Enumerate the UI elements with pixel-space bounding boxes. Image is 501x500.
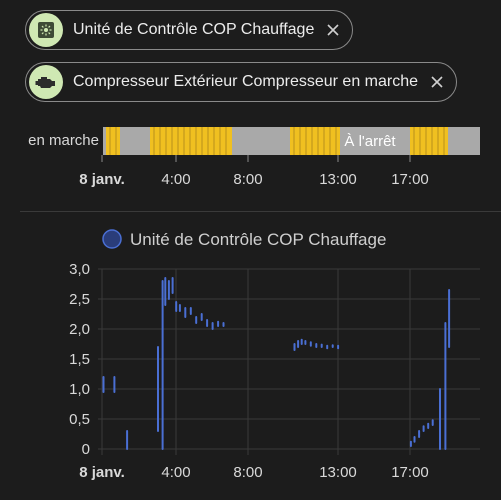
section-divider bbox=[20, 211, 501, 212]
chip-label: Unité de Contrôle COP Chauffage bbox=[73, 21, 315, 38]
engine-icon bbox=[29, 65, 63, 99]
timeline-tick-label: 8 janv. bbox=[79, 171, 125, 188]
x-tick-label: 4:00 bbox=[161, 464, 190, 481]
timeline-on-block bbox=[150, 127, 232, 155]
timeline-on-block bbox=[106, 127, 120, 155]
chart-y-axis: 3,0 2,5 2,0 1,5 1,0 0,5 0 bbox=[69, 261, 90, 458]
legend-label[interactable]: Unité de Contrôle COP Chauffage bbox=[130, 230, 386, 249]
timeline-tick-label: 4:00 bbox=[161, 171, 190, 188]
chart-x-axis: 8 janv. 4:00 8:00 13:00 17:00 bbox=[79, 464, 429, 481]
entity-chip-compressor[interactable]: Compresseur Extérieur Compresseur en mar… bbox=[25, 62, 458, 102]
y-tick-label: 2,0 bbox=[69, 321, 90, 338]
y-tick-label: 0,5 bbox=[69, 411, 90, 428]
x-tick-label: 17:00 bbox=[391, 464, 429, 481]
timeline-state-label: en marche bbox=[28, 132, 99, 149]
y-tick-label: 2,5 bbox=[69, 291, 90, 308]
gauge-square-icon bbox=[29, 13, 63, 47]
timeline-tick-label: 17:00 bbox=[391, 171, 429, 188]
timeline-off-label: À l'arrêt bbox=[344, 133, 396, 150]
x-tick-label: 13:00 bbox=[319, 464, 357, 481]
timeline-x-axis: 8 janv. 4:00 8:00 13:00 17:00 bbox=[79, 155, 429, 188]
cop-chart: Unité de Contrôle COP Chauffage 3,0 2,5 2,… bbox=[69, 229, 480, 481]
timeline-on-block bbox=[290, 127, 340, 155]
y-tick-label: 0 bbox=[82, 441, 90, 458]
timeline-tick-label: 8:00 bbox=[233, 171, 262, 188]
legend-swatch[interactable] bbox=[102, 229, 122, 249]
chart-series bbox=[102, 277, 451, 450]
y-tick-label: 1,5 bbox=[69, 351, 90, 368]
timeline-on-block bbox=[410, 127, 448, 155]
state-timeline: en marche À l'arrêt 8 janv. 4:00 8:00 13:00… bbox=[28, 127, 480, 188]
y-tick-label: 1,0 bbox=[69, 381, 90, 398]
y-tick-label: 3,0 bbox=[69, 261, 90, 278]
x-tick-label: 8:00 bbox=[233, 464, 262, 481]
timeline-on-segments bbox=[106, 127, 448, 155]
timeline-tick-label: 13:00 bbox=[319, 171, 357, 188]
close-icon[interactable] bbox=[326, 23, 340, 37]
entity-chip-cop[interactable]: Unité de Contrôle COP Chauffage bbox=[25, 10, 354, 50]
x-tick-label: 8 janv. bbox=[79, 464, 125, 481]
close-icon[interactable] bbox=[430, 75, 444, 89]
chip-label: Compresseur Extérieur Compresseur en mar… bbox=[73, 73, 419, 90]
